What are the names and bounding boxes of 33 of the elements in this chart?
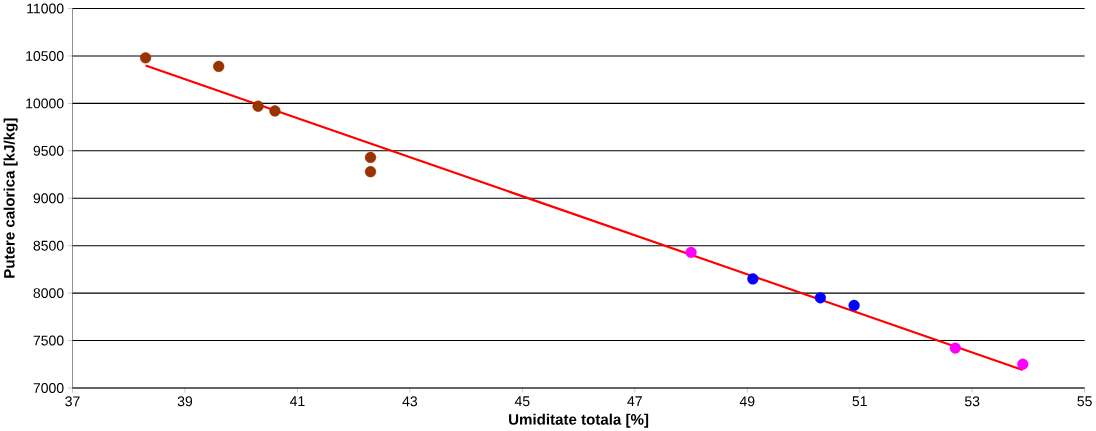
y-tick-label: 10000 [26,98,64,109]
x-tick-label: 45 [514,396,530,406]
y-tick-label: 7000 [33,382,64,393]
x-tick-label: 39 [177,396,193,407]
point [139,52,152,64]
point [364,151,377,163]
x-tick-label: 41 [289,396,305,406]
x-tick-label: 53 [964,396,980,407]
y-tick-label: 11000 [27,3,64,14]
point [252,100,264,112]
x-tick-label: 47 [627,396,642,406]
y-tick-label: 8500 [33,240,64,251]
point [814,292,826,304]
x-tick-label: 43 [402,396,418,407]
point [213,60,225,72]
y-tick-label: 9000 [33,193,64,204]
point [747,273,759,285]
x-axis-title: Umiditate totala [%] [509,413,649,428]
x-tick-label: 49 [739,396,755,407]
point [848,299,860,311]
y-tick-label: 8000 [33,287,64,298]
y-tick-label: 10500 [26,50,64,61]
x-tick-label: 37 [65,396,80,407]
point [1017,358,1029,370]
point [685,246,697,258]
y-axis-title: Putere calorica [kJ/kg] [3,118,18,278]
point [364,165,377,178]
point [269,105,281,117]
y-tick-label: 7500 [33,335,64,346]
x-tick-label: 51 [852,396,867,406]
x-tick-label: 55 [1077,396,1092,406]
point [949,342,961,354]
y-tick-label: 9500 [33,145,64,156]
